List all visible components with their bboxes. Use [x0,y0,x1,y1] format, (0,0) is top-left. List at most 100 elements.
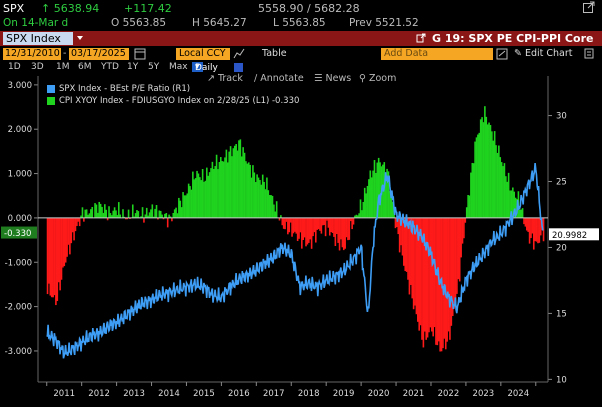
cpi-bar-positive [377,157,380,218]
pe-ratio-line [46,163,544,359]
edit-chart-button[interactable]: ✎ Edit Chart [514,48,573,59]
cpi-bar-negative [289,217,292,223]
cpi-bar-negative [335,217,338,235]
cpi-bar-negative [309,217,312,240]
cpi-bar-negative [449,217,451,340]
external-link-icon[interactable] [582,0,596,17]
cpi-bar-positive [246,163,249,218]
open-value: O 5563.85 [111,17,167,29]
annotate-label: Annotate [260,73,304,84]
period-1d[interactable]: 1D [8,62,21,72]
cpi-bar-negative [313,217,316,233]
legend-item-pe[interactable]: SPX Index - BEst P/E Ratio (R1) [47,83,299,95]
export-icon[interactable] [416,32,426,47]
cpi-bar-positive [144,214,147,218]
cpi-bar-positive [165,213,168,218]
ticker-symbol[interactable]: SPX [3,2,25,15]
cpi-bar-positive [359,199,362,218]
period-toolbar: 1D 3D 1M 6M YTD 1Y 5Y Max Daily ▾ [0,61,602,74]
start-date-input[interactable]: 12/31/2010 [3,48,61,60]
cpi-bar-positive [192,171,194,218]
cpi-bar-positive [221,161,223,218]
cpi-bar-positive [111,215,113,218]
cpi-bar-positive [81,207,84,218]
cpi-bar-positive [485,116,488,218]
currency-select[interactable]: Local CCY [176,48,230,60]
period-6m[interactable]: 6M [78,62,92,72]
period-ytd[interactable]: YTD [101,62,119,72]
cpi-bar-negative [76,217,78,226]
cpi-bar-positive [186,193,189,218]
x-axis-tick-label: 2020 [368,389,390,399]
cpi-bar-positive [204,180,207,218]
chart-settings-icon[interactable] [496,47,508,63]
cpi-bar-negative [523,217,525,225]
dropdown-arrow-icon[interactable] [75,31,85,48]
cpi-bar-positive [268,195,271,218]
more-menu-icon[interactable] [583,47,595,63]
zoom-button[interactable]: ⚲ Zoom [359,73,397,84]
cpi-bar-negative [454,217,457,308]
cpi-bar-positive [498,145,500,218]
add-data-input[interactable]: Add Data [381,48,493,60]
cpi-bar-negative [340,217,342,240]
cpi-bar-positive [275,201,278,218]
chart-type-icon[interactable] [233,47,245,63]
end-date-input[interactable]: 03/17/2025 [69,48,129,60]
cpi-bar-negative [418,217,421,331]
cpi-bar-positive [179,200,182,218]
chart-tab-title[interactable]: G 19: SPX PE CPI-PPI Core [432,32,594,45]
cpi-bar-positive [389,190,391,218]
cpi-bar-positive [190,189,193,218]
cpi-bar-negative [351,217,353,230]
cpi-bar-positive [155,205,158,218]
frequency-select[interactable]: Daily ▾ [192,62,218,73]
legend-item-cpi[interactable]: CPI XYOY Index - FDIUSGYO Index on 2/28/… [47,95,299,107]
cpi-bar-negative [458,217,461,282]
table-button[interactable]: Table [262,48,287,59]
cpi-bar-positive [263,181,265,218]
calendar-icon[interactable] [134,47,146,63]
cpi-bar-negative [524,217,527,227]
cpi-bar-negative [442,217,444,349]
cpi-bar-negative [337,217,339,243]
period-5y[interactable]: 5Y [148,62,160,72]
cpi-bar-positive [510,190,513,218]
cpi-bar-positive [471,162,474,218]
annotate-button[interactable]: ∕ Annotate [254,73,304,84]
cpi-bar-positive [507,172,510,218]
cpi-bar-negative [124,217,127,220]
cpi-bar-negative [525,217,528,231]
cpi-bar-positive [222,161,225,218]
cpi-bar-positive [261,174,264,218]
cpi-bar-negative [412,217,415,310]
track-button[interactable]: ↗ Track [207,73,243,84]
cpi-bar-positive [152,216,155,218]
cpi-bar-positive [506,181,509,218]
right-axis-tick-label: 25 [556,178,567,188]
cpi-bar-positive [245,161,247,218]
cpi-bar-positive [90,209,92,218]
news-button[interactable]: ☰ News [314,73,352,84]
cpi-bar-positive [113,207,116,218]
cpi-bar-positive [95,204,98,218]
cpi-bar-positive [101,206,103,218]
period-3d[interactable]: 3D [31,62,44,72]
period-1m[interactable]: 1M [56,62,70,72]
cpi-bar-negative [46,217,49,295]
security-input[interactable]: SPX Index [3,32,73,45]
cpi-bar-negative [530,217,532,239]
cpi-bar-positive [259,180,261,218]
cpi-bar-positive [520,209,523,218]
ticker-bar: SPX ↑ 5638.94 +117.42 5558.90 / 5682.28 [0,0,602,16]
cpi-bar-negative [344,217,346,249]
cpi-bar-positive [379,162,381,218]
cpi-bar-positive [264,189,267,218]
period-max[interactable]: Max [169,62,188,72]
cpi-bar-positive [115,210,117,218]
cpi-bar-positive [148,212,151,218]
chart-area[interactable]: 3.000 2.000 1.000 0.000 -1.000 -2.000 -3.000 30… [0,74,602,407]
cpi-bar-positive [154,208,156,218]
cpi-bar-positive [217,169,219,218]
period-1y[interactable]: 1Y [127,62,139,72]
